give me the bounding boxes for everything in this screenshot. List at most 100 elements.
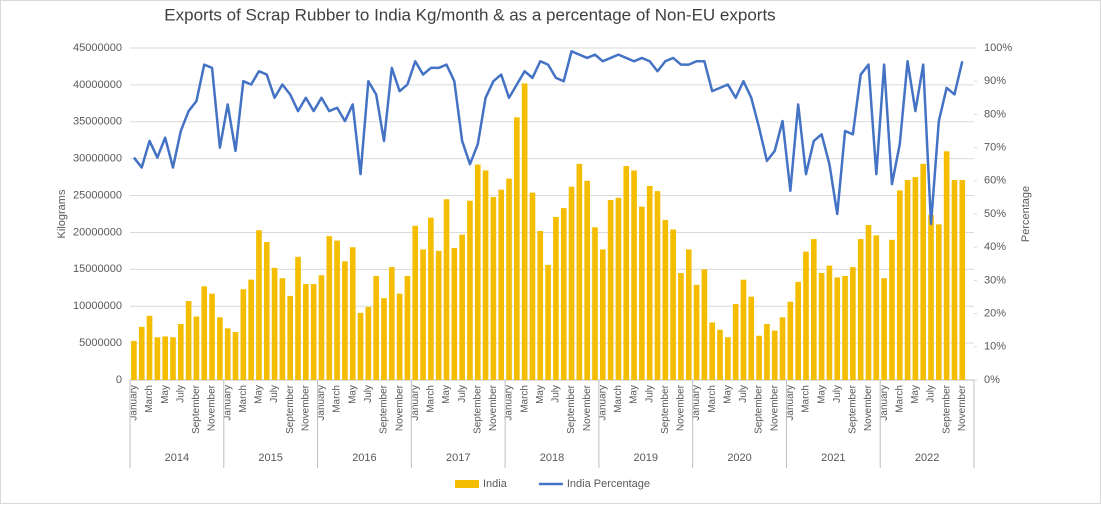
bar	[240, 289, 247, 380]
bar	[248, 279, 254, 380]
bar	[232, 332, 239, 380]
x-tick-label: March	[613, 385, 624, 413]
y2-tick-label: 50%	[984, 208, 1006, 220]
y-tick-label: 0	[116, 374, 122, 386]
bar	[904, 180, 911, 380]
bar	[482, 170, 489, 380]
x-tick-label: September	[660, 384, 671, 434]
y-axis-title: Kilograms	[56, 189, 68, 238]
x-tick-label: November	[300, 384, 311, 431]
bar	[177, 323, 184, 380]
x-tick-label: January	[691, 385, 702, 421]
bar	[514, 117, 520, 381]
x-tick-label: March	[801, 385, 812, 413]
bar	[154, 337, 161, 380]
year-label: 2017	[446, 452, 470, 464]
bar	[131, 340, 137, 380]
legend-swatch	[455, 480, 479, 488]
bar	[146, 315, 153, 380]
year-label: 2018	[540, 452, 564, 464]
bar	[912, 177, 919, 380]
bar	[928, 214, 934, 380]
bar	[896, 190, 903, 380]
bar	[615, 197, 622, 380]
bar	[396, 293, 403, 380]
bar	[568, 186, 575, 380]
bar	[334, 240, 340, 380]
bar	[459, 234, 465, 380]
bar	[685, 249, 692, 380]
bar	[404, 275, 411, 380]
x-tick-label: March	[238, 385, 249, 413]
x-tick-label: July	[457, 385, 468, 403]
x-tick-label: March	[332, 385, 343, 413]
bar	[826, 265, 833, 380]
bar	[834, 277, 841, 380]
bar	[951, 180, 958, 380]
year-label: 2020	[727, 452, 751, 464]
y2-tick-label: 60%	[984, 175, 1006, 187]
bar	[185, 301, 192, 380]
bar	[349, 247, 356, 380]
x-tick-label: January	[129, 385, 140, 421]
x-tick-label: May	[160, 385, 171, 404]
bar	[771, 330, 778, 380]
x-tick-label: May	[535, 385, 546, 404]
bar	[443, 199, 450, 380]
bar	[920, 163, 927, 380]
bar	[193, 316, 200, 380]
bar	[428, 217, 434, 380]
bar	[662, 219, 669, 380]
bar	[170, 337, 176, 380]
y2-tick-label: 80%	[984, 108, 1006, 120]
bar	[881, 278, 887, 380]
bar	[537, 230, 544, 380]
bar	[748, 296, 755, 380]
x-tick-label: March	[426, 385, 437, 413]
x-tick-label: September	[285, 384, 296, 434]
bar	[873, 235, 880, 380]
x-tick-label: July	[269, 385, 280, 403]
y-tick-label: 30000000	[73, 153, 122, 165]
bar	[584, 180, 590, 380]
bar	[943, 151, 950, 380]
x-tick-label: March	[894, 385, 905, 413]
bar	[576, 163, 583, 380]
bar	[545, 264, 551, 380]
y-tick-label: 5000000	[79, 337, 122, 349]
y2-tick-label: 10%	[984, 341, 1006, 353]
bar	[365, 306, 372, 380]
y2-tick-label: 30%	[984, 274, 1006, 286]
bar	[631, 170, 637, 380]
bar	[310, 284, 317, 380]
bar	[162, 336, 168, 380]
bar	[850, 267, 856, 380]
x-tick-label: September	[566, 384, 577, 434]
bar	[138, 326, 145, 380]
bar	[693, 284, 700, 380]
y-tick-label: 25000000	[73, 189, 122, 201]
x-tick-label: May	[347, 385, 358, 404]
bar	[420, 249, 426, 380]
line	[132, 50, 964, 226]
y-tick-label: 35000000	[73, 116, 122, 128]
x-tick-label: January	[785, 385, 796, 421]
y2-tick-label: 90%	[984, 75, 1006, 87]
bar	[201, 286, 208, 380]
bar	[670, 229, 676, 380]
year-label: 2021	[821, 452, 845, 464]
bar	[818, 273, 825, 380]
bar	[607, 199, 614, 380]
bar	[732, 304, 739, 380]
x-tick-label: September	[848, 384, 859, 434]
bar	[287, 295, 294, 380]
year-label: 2015	[258, 452, 282, 464]
bar	[490, 197, 497, 380]
bar	[373, 275, 379, 380]
year-label: 2016	[352, 452, 376, 464]
y2-tick-label: 70%	[984, 142, 1006, 154]
x-tick-label: November	[207, 384, 218, 431]
bar	[435, 250, 442, 380]
bar	[599, 249, 606, 380]
